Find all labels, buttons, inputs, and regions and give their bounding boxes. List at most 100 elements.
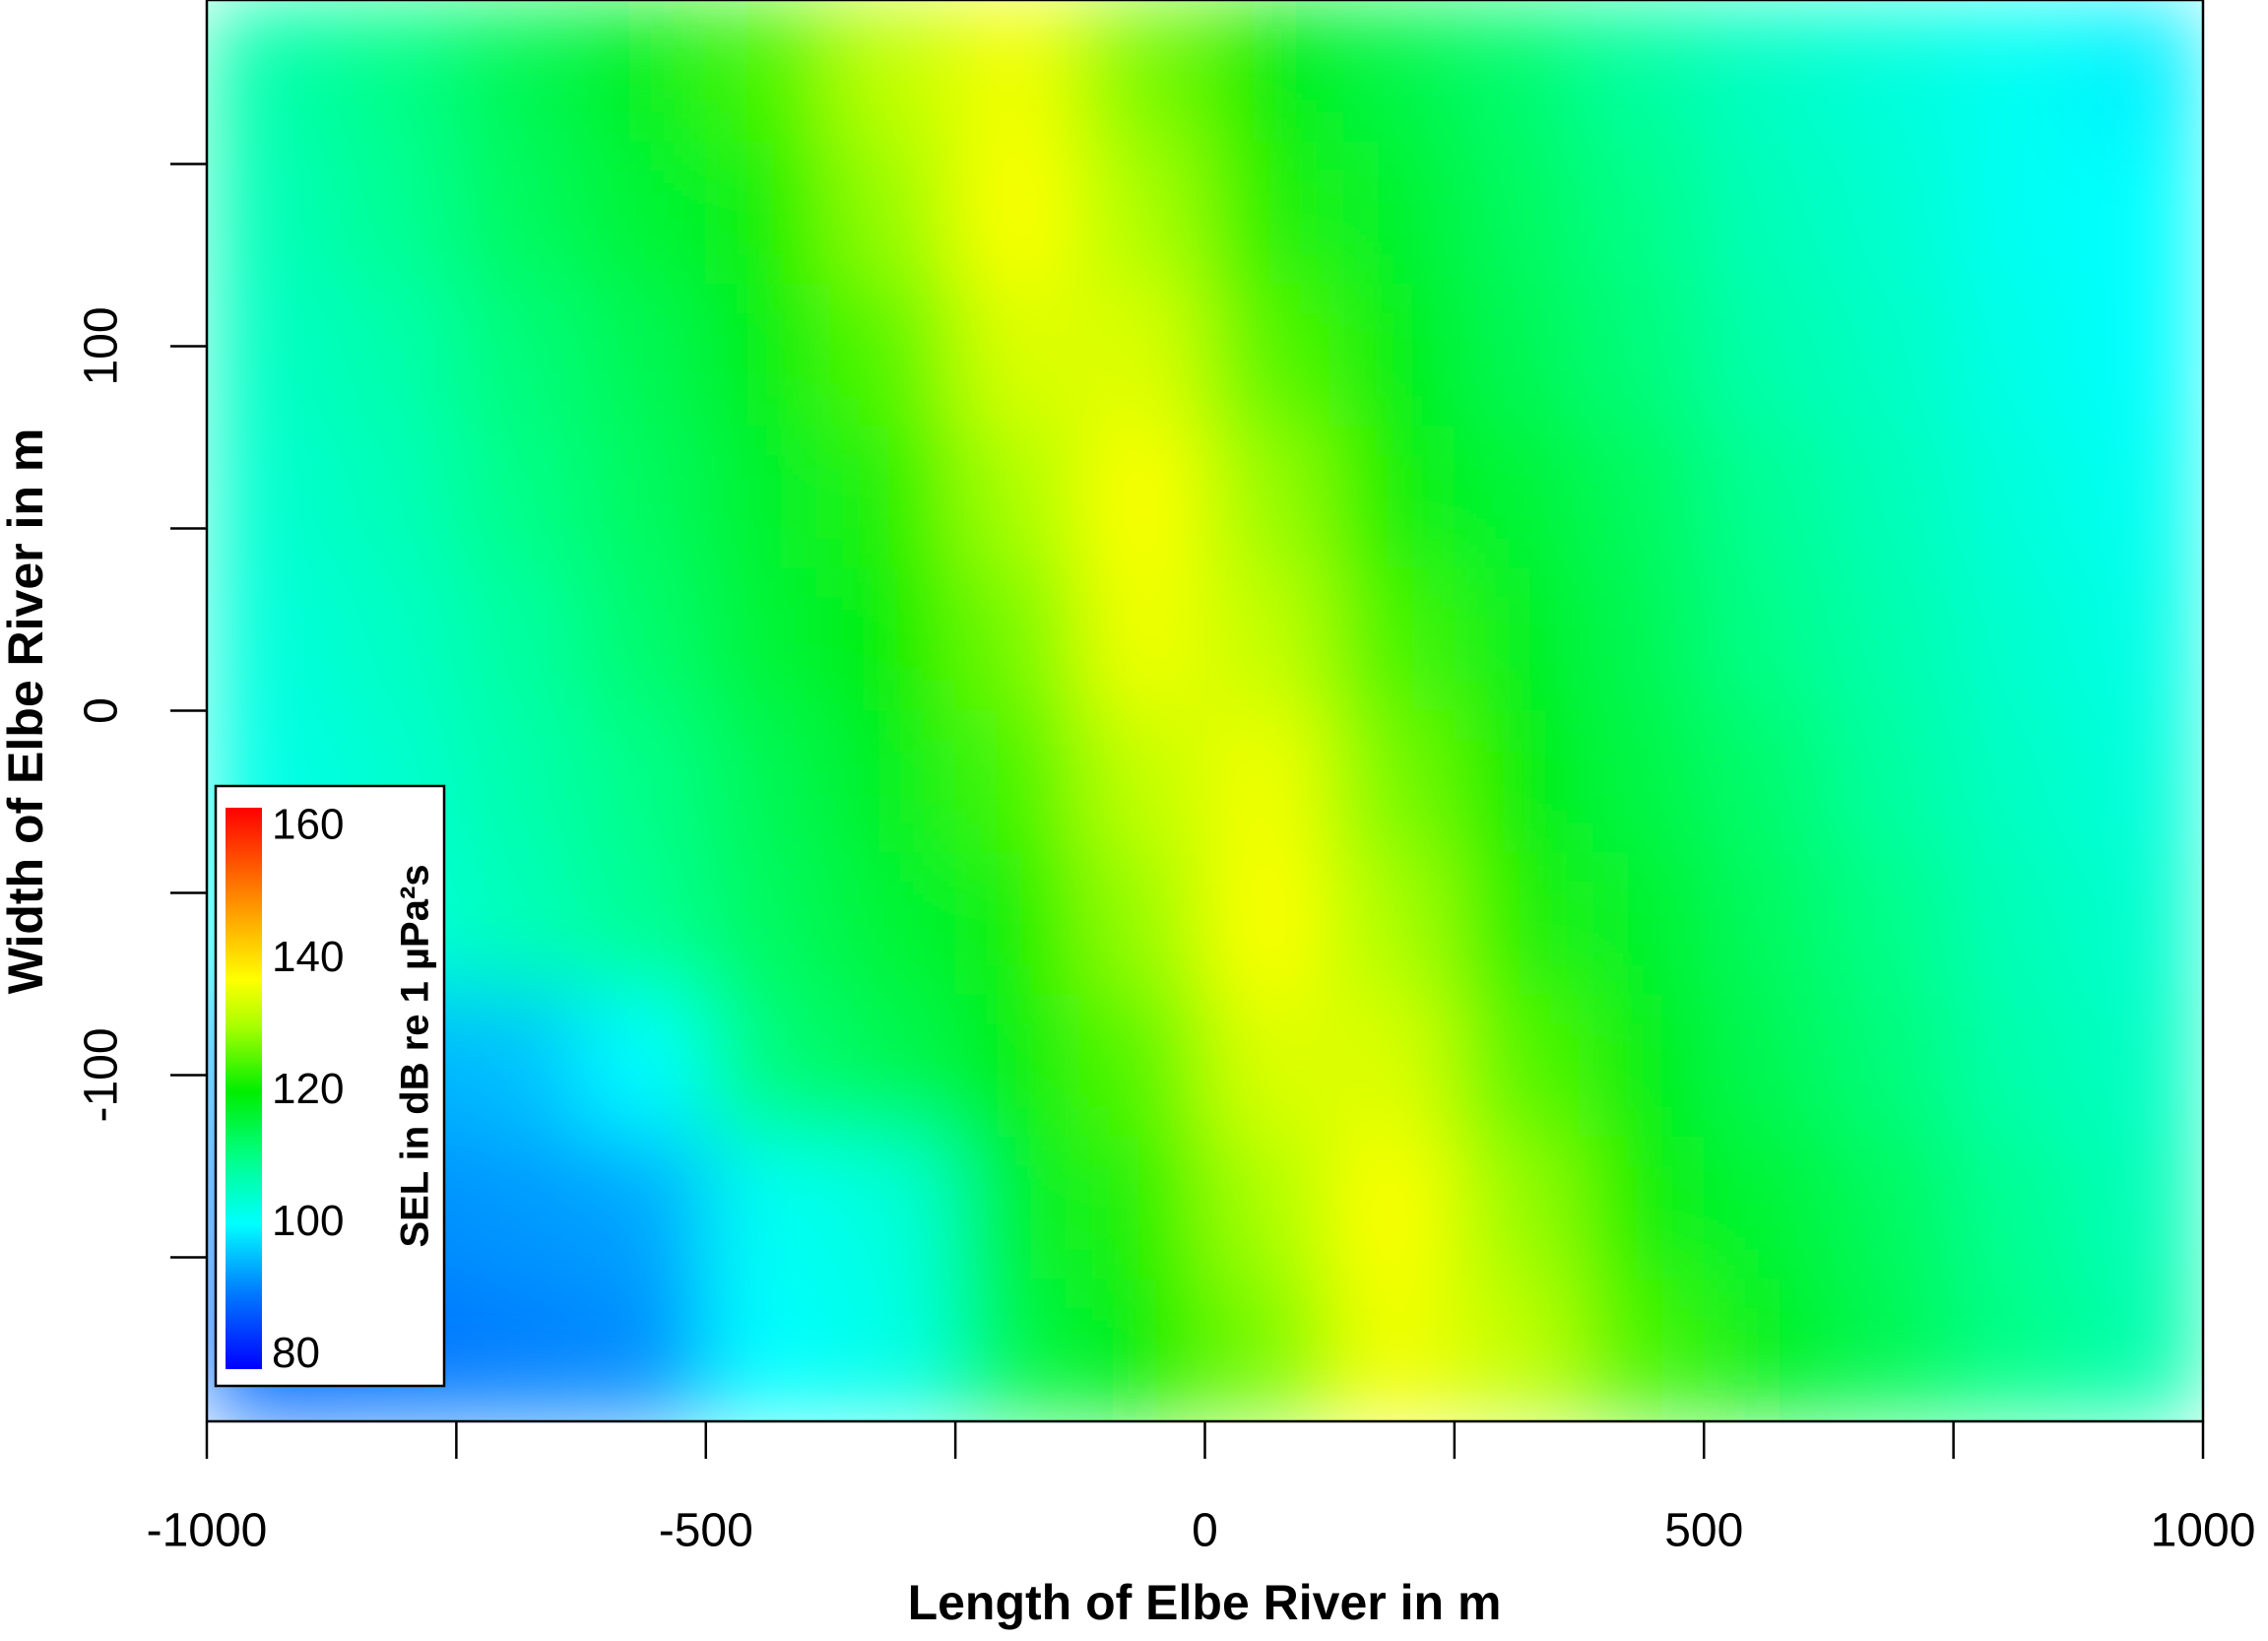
heat-cell xyxy=(1204,284,1330,427)
heat-cell xyxy=(829,1136,956,1280)
heat-cell xyxy=(705,284,831,427)
heat-cell xyxy=(1204,1136,1330,1280)
heat-cell xyxy=(705,710,831,854)
y-axis-title: Width of Elbe River in m xyxy=(0,428,53,995)
heat-cell xyxy=(2077,0,2203,143)
heat-cell xyxy=(705,0,831,143)
heat-cell xyxy=(954,994,1081,1138)
heat-cell xyxy=(1454,994,1581,1138)
x-tick-label: -1000 xyxy=(147,1505,268,1557)
heat-cell xyxy=(331,0,457,143)
heat-cell xyxy=(1079,141,1205,286)
heat-cell xyxy=(1454,0,1581,143)
heat-cell xyxy=(1579,0,1705,143)
heat-cell xyxy=(1828,426,1955,569)
heat-cell xyxy=(1454,141,1581,286)
heat-cell xyxy=(1204,141,1330,286)
heat-cell xyxy=(1079,1136,1205,1280)
heat-cell xyxy=(1454,426,1581,569)
y-tick-label: -100 xyxy=(76,1027,128,1122)
heat-cell xyxy=(455,567,582,711)
colorbar-title: SEL in dB re 1 µPa²s xyxy=(394,864,437,1247)
heat-cell xyxy=(1204,852,1330,996)
heat-cell xyxy=(1703,567,1830,711)
heat-cell xyxy=(580,426,707,569)
heat-cell xyxy=(1828,0,1955,143)
heat-cell xyxy=(580,141,707,286)
heat-cell xyxy=(1079,567,1205,711)
heat-cell xyxy=(580,567,707,711)
heat-cell xyxy=(1953,426,2079,569)
heat-cell xyxy=(829,710,956,854)
heat-cell xyxy=(705,1279,831,1421)
heatmap xyxy=(207,0,2203,1421)
heat-cell xyxy=(954,1136,1081,1280)
heat-cell xyxy=(954,710,1081,854)
colorbar-tick-label: 160 xyxy=(272,801,344,849)
heat-cell xyxy=(1328,994,1456,1138)
heat-cell xyxy=(1328,710,1456,854)
heat-cell xyxy=(1079,710,1205,854)
heat-cell xyxy=(1328,852,1456,996)
colorbar-tick-label: 100 xyxy=(272,1197,344,1245)
heat-cell xyxy=(580,0,707,143)
heat-cell xyxy=(1079,994,1205,1138)
heat-cell xyxy=(1079,0,1205,143)
heat-cell xyxy=(455,1279,582,1421)
heat-cell xyxy=(2077,141,2203,286)
heat-cell xyxy=(829,0,956,143)
heat-cell xyxy=(1079,284,1205,427)
heat-cell xyxy=(1454,1136,1581,1280)
heat-cell xyxy=(455,141,582,286)
heat-cell xyxy=(1703,284,1830,427)
heat-cell xyxy=(954,141,1081,286)
heat-cell xyxy=(1079,1279,1205,1421)
heat-cell xyxy=(455,852,582,996)
heat-cell xyxy=(2077,852,2203,996)
heat-cell xyxy=(331,426,457,569)
heat-cell xyxy=(455,426,582,569)
heat-cell xyxy=(1828,710,1955,854)
heat-cell xyxy=(1328,567,1456,711)
heat-cell xyxy=(1703,710,1830,854)
heat-cell xyxy=(455,710,582,854)
heat-cell xyxy=(455,1136,582,1280)
colorbar xyxy=(226,808,262,1369)
heat-cell xyxy=(2077,1136,2203,1280)
heat-cell xyxy=(580,284,707,427)
heat-cell xyxy=(1703,1136,1830,1280)
colorbar-tick-label: 140 xyxy=(272,933,344,981)
heat-cell xyxy=(2077,1279,2203,1421)
heat-cell xyxy=(1953,710,2079,854)
heat-cell xyxy=(1579,141,1705,286)
heat-cell xyxy=(954,426,1081,569)
heat-cell xyxy=(1579,710,1705,854)
heat-cell xyxy=(1953,141,2079,286)
heat-cell xyxy=(829,426,956,569)
heat-cell xyxy=(829,284,956,427)
heat-cell xyxy=(1454,567,1581,711)
heat-cell xyxy=(1204,0,1330,143)
heat-cell xyxy=(207,141,333,286)
heat-cell xyxy=(580,994,707,1138)
heat-cell xyxy=(580,1136,707,1280)
heat-cell xyxy=(1204,994,1330,1138)
heat-cell xyxy=(207,284,333,427)
heat-cell xyxy=(455,0,582,143)
heat-cell xyxy=(1579,1279,1705,1421)
colorbar-tick-label: 120 xyxy=(272,1065,344,1113)
y-tick-label: 0 xyxy=(76,697,128,724)
heat-cell xyxy=(207,426,333,569)
heat-cell xyxy=(1828,852,1955,996)
heat-cell xyxy=(1828,567,1955,711)
heat-cell xyxy=(1953,284,2079,427)
x-tick-label: -500 xyxy=(659,1505,753,1557)
heat-cell xyxy=(1454,710,1581,854)
heat-cell xyxy=(705,426,831,569)
heat-cell xyxy=(1204,710,1330,854)
heat-cell xyxy=(2077,710,2203,854)
heat-cell xyxy=(1703,426,1830,569)
x-tick-label: 0 xyxy=(1192,1505,1218,1557)
